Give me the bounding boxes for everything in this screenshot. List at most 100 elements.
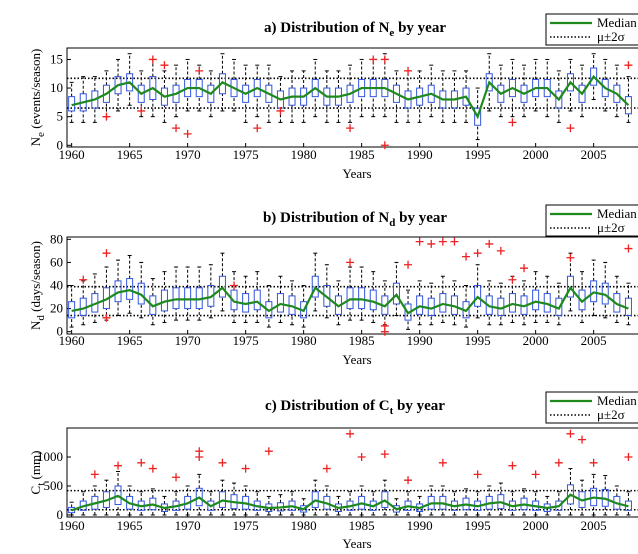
outlier xyxy=(183,129,192,138)
x-tick-label: 1980 xyxy=(291,518,317,533)
panel-title-tail: by year xyxy=(395,210,447,226)
y-axis-label: Ne (events/season) xyxy=(28,49,47,147)
outlier xyxy=(322,464,331,473)
box xyxy=(218,275,226,298)
box xyxy=(126,495,134,510)
box xyxy=(520,84,528,103)
box xyxy=(613,84,621,103)
box xyxy=(474,107,482,126)
panel-title-main: c) Distribution of C xyxy=(265,398,390,414)
outlier xyxy=(520,264,529,273)
y-axis-label-tail: (days/season) xyxy=(28,241,43,315)
outlier xyxy=(508,275,517,284)
box xyxy=(126,278,134,300)
outlier xyxy=(589,458,598,467)
outlier xyxy=(90,470,99,479)
panel-title-sub: d xyxy=(389,217,395,229)
outlier xyxy=(404,476,413,485)
box xyxy=(358,287,366,310)
outlier xyxy=(462,252,471,261)
y-tick-label: 80 xyxy=(50,231,63,246)
legend-label: Median xyxy=(597,206,637,221)
y-axis-label-sub: e xyxy=(35,132,47,137)
y-tick-label: 20 xyxy=(50,301,63,316)
legend-label: μ±2σ xyxy=(597,29,625,44)
outlier xyxy=(218,458,227,467)
box xyxy=(474,285,482,307)
x-tick-label: 1995 xyxy=(465,147,491,162)
box xyxy=(172,287,180,310)
box xyxy=(566,73,574,92)
outlier xyxy=(172,124,181,133)
median-line xyxy=(71,74,630,120)
outlier xyxy=(357,452,366,461)
outlier xyxy=(485,239,494,248)
x-tick-label: 1960 xyxy=(59,147,85,162)
outlier xyxy=(438,237,447,246)
box xyxy=(230,78,238,98)
box xyxy=(114,485,122,506)
x-axis-label: Years xyxy=(342,352,371,367)
box xyxy=(439,293,447,313)
outlier xyxy=(473,249,482,258)
box xyxy=(578,84,586,103)
outlier xyxy=(148,55,157,64)
box xyxy=(358,495,366,510)
legend-label: μ±2σ xyxy=(597,220,625,235)
outlier xyxy=(230,281,239,290)
x-tick-label: 1990 xyxy=(407,333,433,348)
y-tick-label: 10 xyxy=(50,80,63,95)
median-line xyxy=(71,493,629,512)
panel-title: a) Distribution of Ne by year xyxy=(264,20,446,39)
x-tick-label: 1985 xyxy=(349,147,375,162)
plot-frame xyxy=(66,427,638,518)
outlier xyxy=(380,450,389,459)
outlier xyxy=(404,260,413,269)
box xyxy=(253,289,261,311)
y-tick-label: 60 xyxy=(50,254,63,269)
y-tick-label: 1000 xyxy=(37,449,63,464)
x-tick-label: 2005 xyxy=(581,518,607,533)
legend-label: Median xyxy=(597,393,637,408)
x-tick-label: 1960 xyxy=(59,518,85,533)
box xyxy=(265,84,273,103)
x-tick-label: 1975 xyxy=(233,333,259,348)
x-tick-label: 1990 xyxy=(407,518,433,533)
outlier xyxy=(241,464,250,473)
y-axis-label-sub: t xyxy=(35,483,47,486)
outlier xyxy=(566,124,575,133)
outlier xyxy=(566,429,575,438)
outlier xyxy=(554,458,563,467)
x-tick-label: 1990 xyxy=(407,147,433,162)
panel-title-main: a) Distribution of N xyxy=(264,20,390,36)
outlier xyxy=(473,470,482,479)
y-tick-label: 40 xyxy=(50,278,63,293)
box xyxy=(508,78,516,98)
y-tick-label: 0 xyxy=(57,324,64,339)
outlier xyxy=(450,237,459,246)
box xyxy=(207,84,215,103)
box xyxy=(218,491,226,508)
outlier xyxy=(578,435,587,444)
x-tick-label: 1995 xyxy=(465,518,491,533)
outlier xyxy=(346,124,355,133)
plot-frame xyxy=(66,47,638,148)
outlier xyxy=(531,470,540,479)
x-tick-label: 1965 xyxy=(117,518,143,533)
box xyxy=(392,84,400,103)
box xyxy=(566,275,574,298)
x-tick-label: 2000 xyxy=(523,147,549,162)
box xyxy=(311,491,319,508)
x-tick-label: 2005 xyxy=(581,333,607,348)
outlier xyxy=(624,452,633,461)
y-tick-label: 5 xyxy=(57,109,64,124)
y-axis-label-main: N xyxy=(28,136,43,146)
box xyxy=(590,67,598,86)
outlier xyxy=(102,112,111,121)
x-tick-label: 1985 xyxy=(349,333,375,348)
outlier xyxy=(438,458,447,467)
y-axis-label-tail: (mm) xyxy=(28,451,43,483)
y-axis-label-main: C xyxy=(28,486,43,495)
box xyxy=(392,282,400,305)
